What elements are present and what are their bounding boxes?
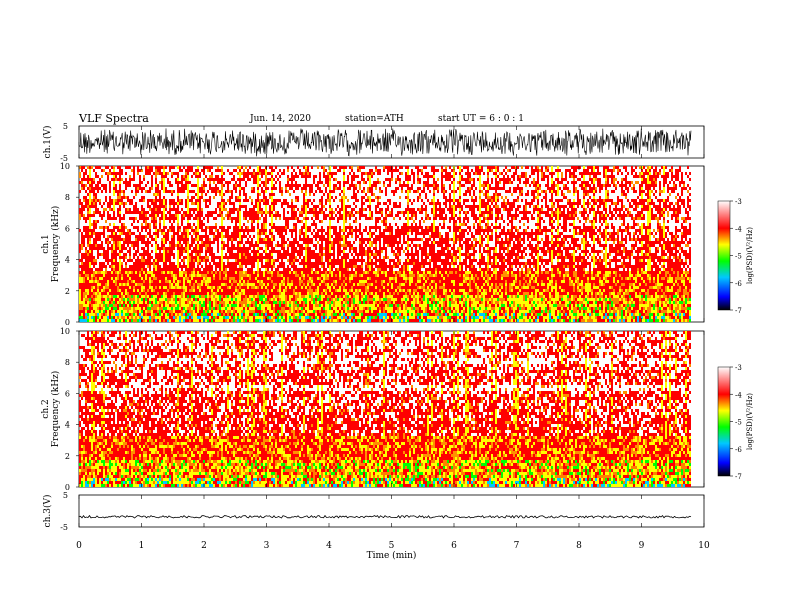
ch1-spec-tick-label: 10 bbox=[60, 162, 70, 171]
ch1-spec-tick-label: 8 bbox=[65, 193, 70, 202]
ch1-colorbar bbox=[718, 201, 730, 310]
ch1-waveform-panel bbox=[79, 126, 704, 158]
ch2-cb-tick-label: -4 bbox=[735, 391, 742, 399]
ch2-spec-ylabel-line: Frequency (kHz) bbox=[50, 371, 61, 448]
ch1-cb-label: log(PSD)(V²/Hz) bbox=[746, 227, 754, 284]
x-tick-label: 9 bbox=[639, 541, 645, 551]
x-tick-label: 6 bbox=[451, 541, 457, 551]
x-tick-label: 5 bbox=[389, 541, 395, 551]
ch1-waveform-line bbox=[79, 128, 691, 156]
ch1-spectrogram-panel bbox=[79, 166, 704, 322]
ch1-cb-tick-label: -4 bbox=[735, 225, 742, 233]
ch3-axes bbox=[79, 495, 704, 527]
x-tick-label: 1 bbox=[139, 541, 145, 551]
x-tick-label: 2 bbox=[201, 541, 207, 551]
x-tick-label: 10 bbox=[698, 541, 710, 551]
ch2-cb-tick-label: -7 bbox=[735, 473, 742, 481]
ch2-spec-tick-label: 0 bbox=[65, 483, 70, 492]
ch3-ylabel: ch.3(V) bbox=[42, 495, 53, 528]
x-tick-label: 7 bbox=[514, 541, 520, 551]
ch2-spec-tick-label: 10 bbox=[60, 327, 70, 336]
ch1-spec-tick-label: 0 bbox=[65, 318, 70, 327]
x-axis-title: Time (min) bbox=[367, 550, 417, 561]
ch3-tick-label: 5 bbox=[63, 491, 68, 500]
ch2-spec-tick-label: 4 bbox=[65, 421, 70, 430]
ch1-tick-label: 5 bbox=[63, 122, 68, 131]
ch1-spec-tick-label: 6 bbox=[65, 224, 70, 233]
vlf-figure: 0 1 2 3 4 5 6 7 8 9 10Time (min)5-5ch.1(V)5-5ch.3(… bbox=[0, 0, 792, 612]
ch2-spec-tick-label: 2 bbox=[65, 452, 70, 461]
x-tick-label: 8 bbox=[576, 541, 582, 551]
ch2-spec-tick-label: 8 bbox=[65, 358, 70, 367]
ch2-cb-tick-label: -3 bbox=[735, 364, 742, 372]
ch2-cb-tick-label: -6 bbox=[735, 446, 742, 454]
ch3-waveform-line bbox=[79, 516, 691, 518]
ch1-cb-tick-label: -6 bbox=[735, 280, 742, 288]
ch1-cb-tick-label: -3 bbox=[735, 198, 742, 206]
ch2-cb-tick-label: -5 bbox=[735, 419, 742, 427]
ch2-spec-tick-label: 6 bbox=[65, 389, 70, 398]
ch3-waveform-panel bbox=[79, 495, 704, 527]
ch1-spec-ylabel-line: Frequency (kHz) bbox=[50, 206, 61, 283]
ch1-cb-tick-label: -7 bbox=[735, 307, 742, 315]
ch2-spectrogram-panel bbox=[79, 331, 704, 487]
x-tick-label: 4 bbox=[326, 541, 332, 551]
ch2-spec-ylabel-line: ch.2 bbox=[41, 399, 51, 418]
ch1-ylabel: ch.1(V) bbox=[42, 126, 53, 159]
ch2-colorbar bbox=[718, 367, 730, 476]
ch1-spec-tick-label: 4 bbox=[65, 256, 70, 265]
ch2-cb-label: log(PSD)(V²/Hz) bbox=[746, 393, 754, 450]
ch1-spec-ylabel-line: ch.1 bbox=[41, 234, 51, 253]
ch3-tick-label: -5 bbox=[60, 523, 68, 532]
x-tick-label: 3 bbox=[264, 541, 270, 551]
ch1-spec-tick-label: 2 bbox=[65, 287, 70, 296]
ch1-cb-tick-label: -5 bbox=[735, 253, 742, 261]
x-tick-label: 0 bbox=[76, 541, 82, 551]
